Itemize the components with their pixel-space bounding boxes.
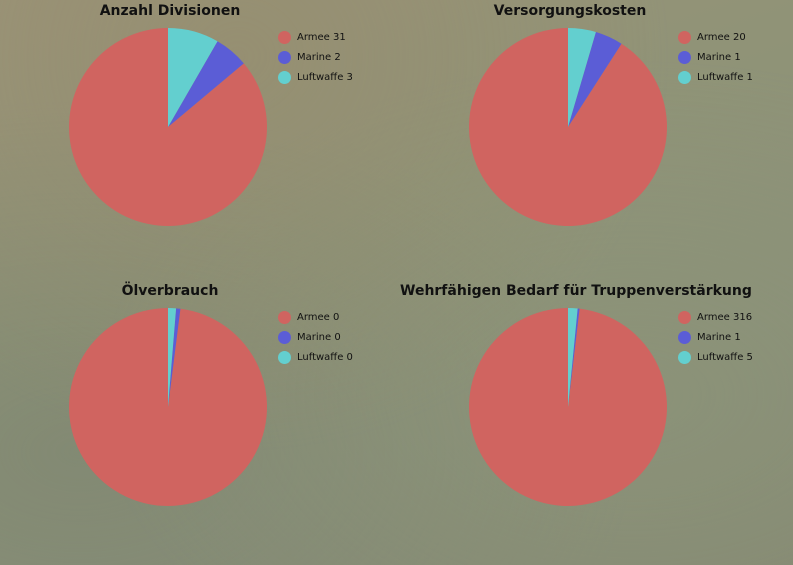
legend-item-luftwaffe: Luftwaffe 3	[278, 67, 353, 87]
pie-chart	[68, 308, 267, 506]
pie-slice-armee	[68, 308, 267, 506]
legend-item-luftwaffe: Luftwaffe 1	[678, 67, 753, 87]
legend-label: Armee 316	[697, 311, 753, 323]
legend-swatch-armee	[278, 310, 291, 324]
chart-title: Wehrfähigen Bedarf für Truppenverstärkun…	[400, 283, 752, 299]
legend-label: Armee 31	[297, 31, 346, 43]
legend-label: Luftwaffe 1	[697, 71, 753, 83]
legend: Armee 20 Marine 1 Luftwaffe 1	[678, 27, 753, 87]
legend-item-marine: Marine 0	[278, 327, 353, 347]
pie-slice-luftwaffe	[568, 28, 596, 127]
legend: Armee 31 Marine 2 Luftwaffe 3	[278, 27, 353, 87]
pie-chart	[68, 28, 267, 227]
legend-swatch-luftwaffe	[278, 70, 291, 84]
pie-slice-luftwaffe	[168, 308, 177, 407]
legend-swatch-marine	[678, 50, 691, 64]
legend-item-armee: Armee 20	[678, 27, 753, 47]
legend-swatch-armee	[278, 30, 291, 44]
legend-label: Luftwaffe 5	[697, 351, 753, 363]
legend-swatch-luftwaffe	[678, 70, 691, 84]
legend-item-armee: Armee 31	[278, 27, 353, 47]
legend-item-luftwaffe: Luftwaffe 0	[278, 347, 353, 367]
legend-swatch-armee	[678, 310, 691, 324]
pie-slice-armee	[469, 308, 667, 506]
legend-swatch-luftwaffe	[678, 350, 691, 364]
legend-item-marine: Marine 1	[678, 47, 753, 67]
pie-chart	[469, 308, 667, 506]
pie-slice-marine	[168, 41, 244, 127]
pie-slice-marine	[168, 308, 181, 407]
chart-title: Ölverbrauch	[121, 283, 219, 299]
pie-slice-marine	[568, 308, 580, 407]
legend-swatch-armee	[678, 30, 691, 44]
legend-label: Marine 0	[297, 331, 341, 343]
legend-label: Marine 2	[297, 51, 341, 63]
pie-slice-marine	[568, 32, 622, 128]
legend-swatch-marine	[278, 50, 291, 64]
legend-item-luftwaffe: Luftwaffe 5	[678, 347, 753, 367]
pie-panel-supply-cost: Versorgungskosten Armee 20 Marine 1 Luft…	[400, 0, 793, 282]
legend-item-armee: Armee 0	[278, 307, 353, 327]
chart-title: Anzahl Divisionen	[99, 3, 241, 19]
legend-item-marine: Marine 2	[278, 47, 353, 67]
legend: Armee 316 Marine 1 Luftwaffe 5	[678, 307, 753, 367]
pie-slice-luftwaffe	[168, 28, 218, 127]
legend-label: Armee 0	[297, 311, 340, 323]
pie-slice-luftwaffe	[568, 308, 578, 407]
legend: Armee 0 Marine 0 Luftwaffe 0	[278, 307, 353, 367]
legend-label: Armee 20	[697, 31, 746, 43]
legend-item-armee: Armee 316	[678, 307, 753, 327]
legend-label: Marine 1	[697, 331, 741, 343]
pie-slice-armee	[68, 28, 267, 227]
chart-title: Versorgungskosten	[493, 3, 647, 19]
legend-label: Luftwaffe 0	[297, 351, 353, 363]
legend-label: Marine 1	[697, 51, 741, 63]
pie-chart	[469, 28, 667, 226]
legend-swatch-marine	[278, 330, 291, 344]
legend-swatch-luftwaffe	[278, 350, 291, 364]
legend-swatch-marine	[678, 330, 691, 344]
legend-label: Luftwaffe 3	[297, 71, 353, 83]
legend-item-marine: Marine 1	[678, 327, 753, 347]
pie-panel-manpower: Wehrfähigen Bedarf für Truppenverstärkun…	[400, 280, 793, 562]
pie-panel-divisions: Anzahl Divisionen Armee 31 Marine 2 Luft…	[0, 0, 396, 282]
pie-panel-oil-usage: Ölverbrauch Armee 0 Marine 0 Luftwaffe 0	[0, 280, 396, 562]
